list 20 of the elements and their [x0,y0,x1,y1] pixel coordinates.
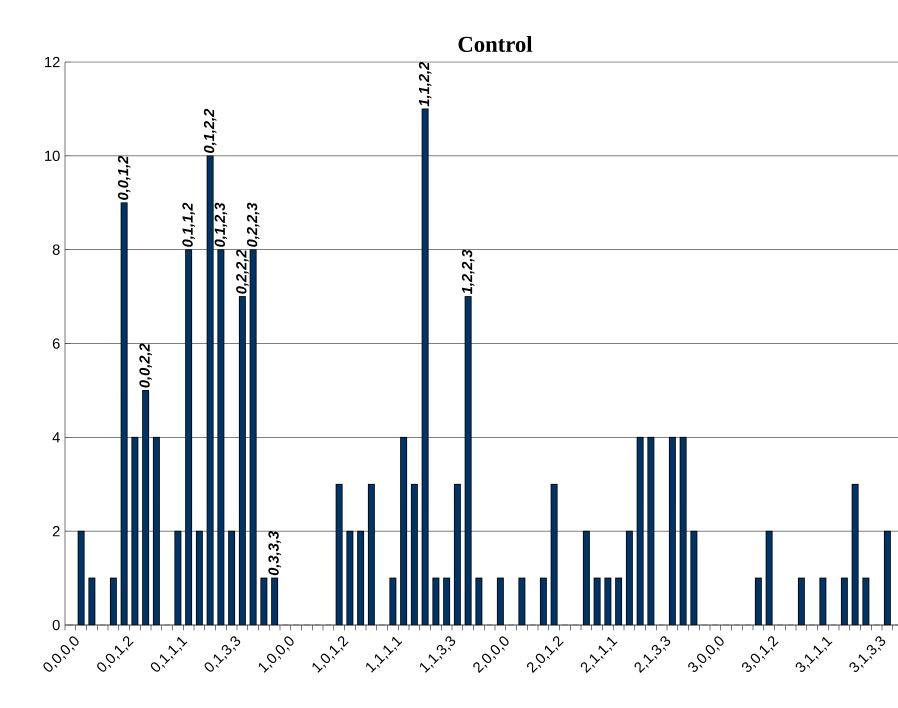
data-label: 0,1,1,2 [182,202,195,247]
data-label: 0,0,1,2 [118,156,130,200]
data-label: 1,1,2,2 [418,62,432,106]
data-label: 0,1,2,3 [214,202,228,247]
data-label: 0,1,2,2 [204,108,216,153]
y-tick-label: 4 [52,432,60,442]
y-tick-label: 12 [45,56,60,68]
y-tick-label: 2 [52,526,60,536]
data-label: 1,2,2,3 [462,250,474,294]
chart-title: Control [458,36,532,52]
data-label: 0,3,3,3 [268,531,281,576]
y-tick-label: 8 [52,244,60,255]
data-label: 0,2,2,2 [236,250,249,294]
y-tick-label: 0 [52,620,60,630]
bar [206,155,214,626]
y-tick-label: 10 [45,150,60,162]
data-label: 0,0,2,2 [139,343,152,388]
data-label: 0,2,2,3 [246,202,260,247]
bar [422,108,429,626]
y-tick-label: 6 [52,338,60,349]
